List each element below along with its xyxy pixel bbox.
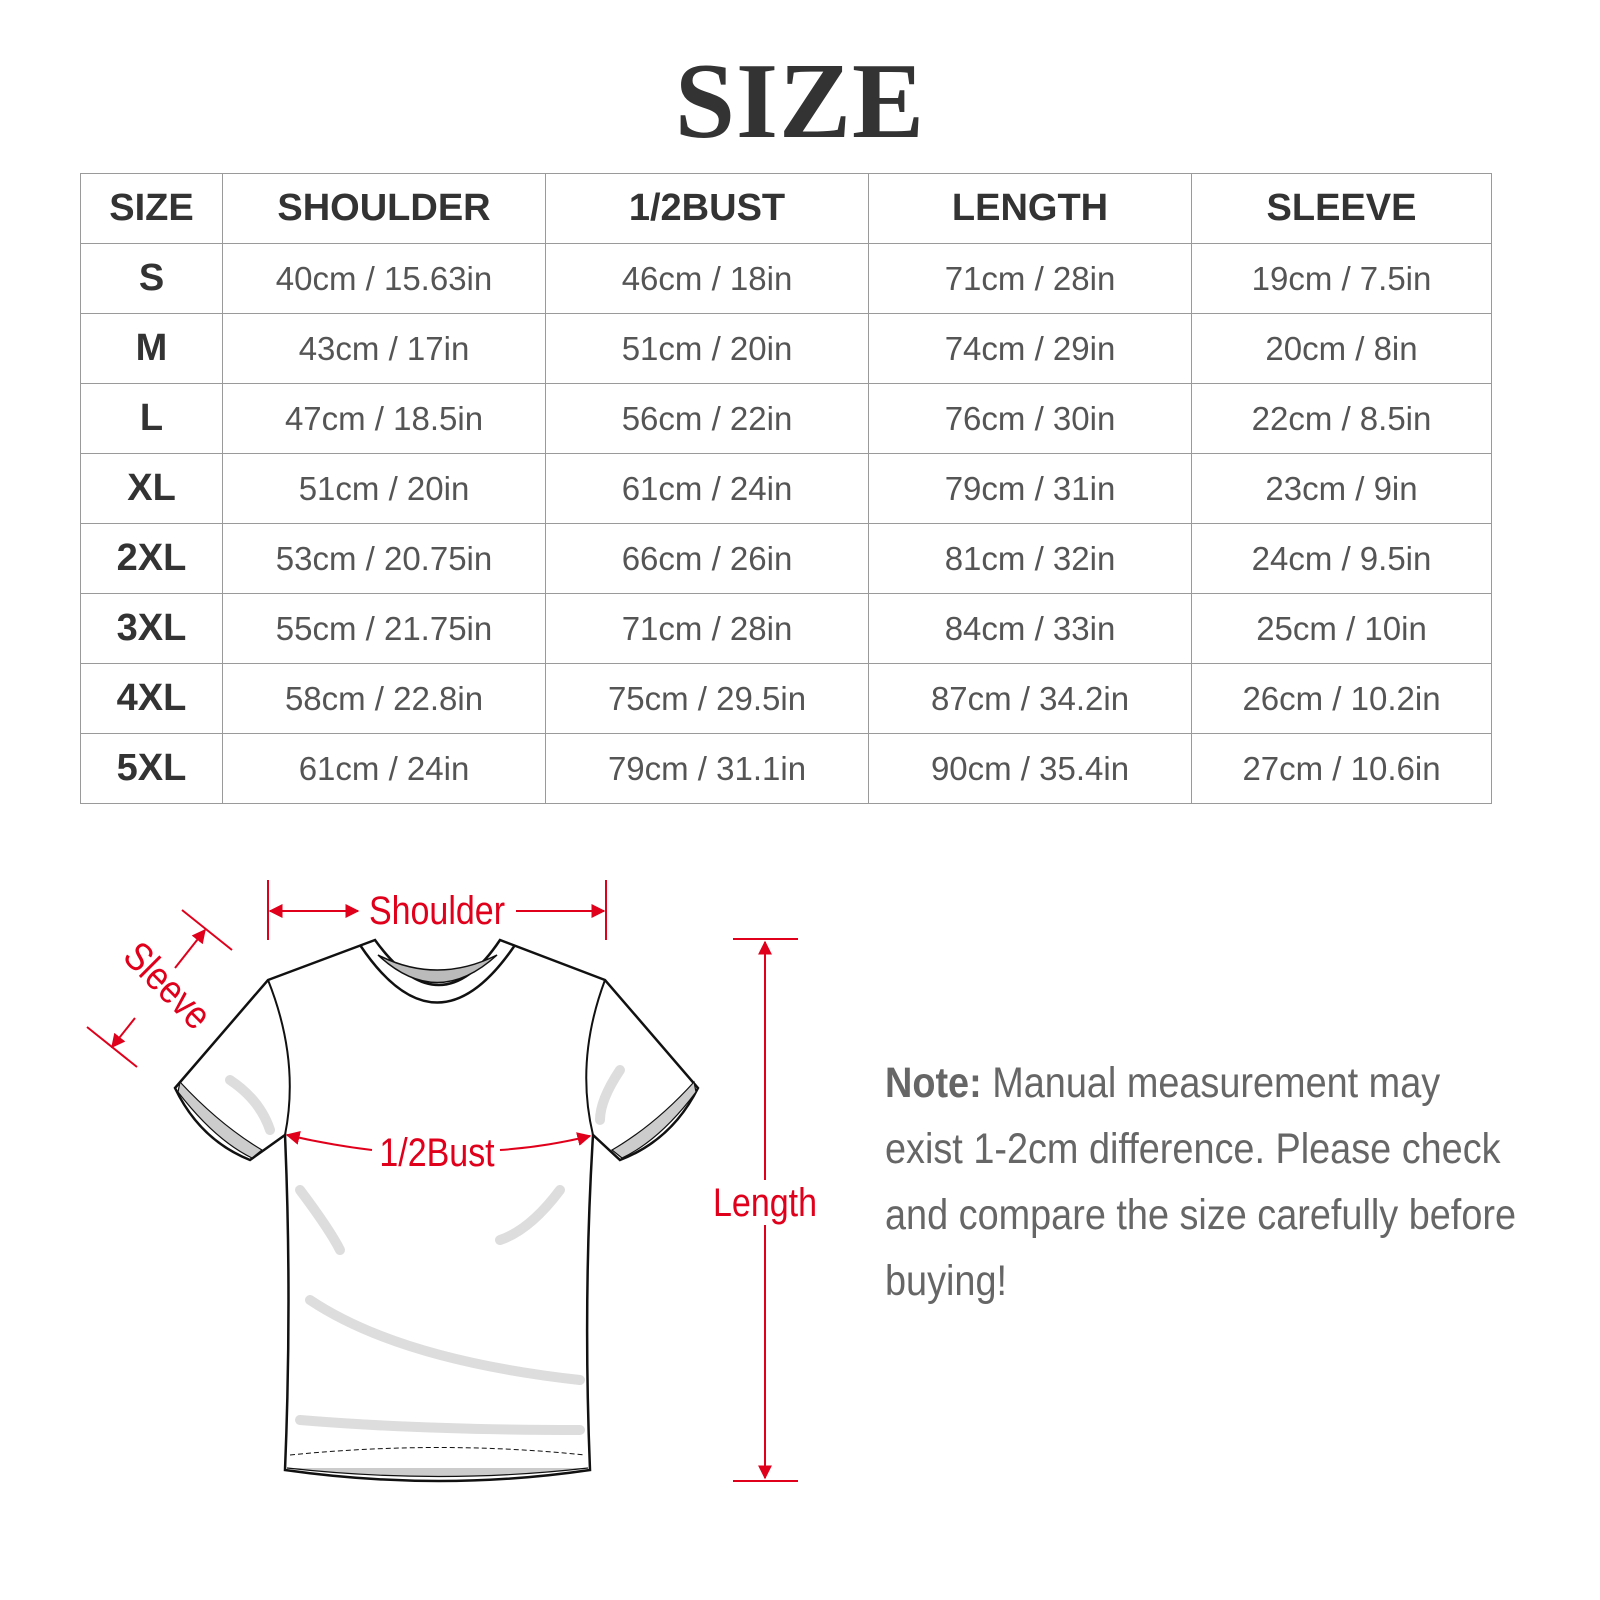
measurement-cell: 23cm / 9in (1191, 453, 1492, 524)
table-row: S 40cm / 15.63in 46cm / 18in 71cm / 28in 19c… (80, 243, 1492, 314)
measurement-cell: 20cm / 8in (1191, 313, 1492, 384)
measurement-cell: 61cm / 24in (222, 733, 546, 804)
measurement-cell: 81cm / 32in (868, 523, 1192, 594)
length-label: Length (713, 1179, 817, 1224)
bust-label: 1/2Bust (379, 1129, 495, 1174)
measurement-cell: 74cm / 29in (868, 313, 1192, 384)
size-cell: 4XL (80, 663, 223, 734)
measurement-cell: 51cm / 20in (222, 453, 546, 524)
measurement-cell: 61cm / 24in (545, 453, 869, 524)
measurement-cell: 71cm / 28in (868, 243, 1192, 314)
measurement-cell: 25cm / 10in (1191, 593, 1492, 664)
table-row: M 43cm / 17in 51cm / 20in 74cm / 29in 20cm /… (80, 313, 1492, 384)
measurement-cell: 58cm / 22.8in (222, 663, 546, 734)
measure-annotations (86, 880, 798, 1482)
table-row: 3XL 55cm / 21.75in 71cm / 28in 84cm / 33in 2… (80, 593, 1492, 664)
measurement-cell: 47cm / 18.5in (222, 383, 546, 454)
measurement-cell: 87cm / 34.2in (868, 663, 1192, 734)
note-label: Note: (885, 1059, 982, 1107)
size-cell: 5XL (80, 733, 223, 804)
shoulder-label: Shoulder (369, 887, 505, 932)
measurement-cell: 71cm / 28in (545, 593, 869, 664)
size-table: SIZE SHOULDER 1/2BUST LENGTH SLEEVE S 40cm / … (80, 173, 1492, 804)
size-cell: 2XL (80, 523, 223, 594)
page-title: SIZE (674, 42, 926, 161)
measurement-cell: 43cm / 17in (222, 313, 546, 384)
measurement-cell: 46cm / 18in (545, 243, 869, 314)
table-row: 2XL 53cm / 20.75in 66cm / 26in 81cm / 32in 2… (80, 523, 1492, 594)
measurement-cell: 19cm / 7.5in (1191, 243, 1492, 314)
measurement-cell: 76cm / 30in (868, 383, 1192, 454)
tshirt-illustration (173, 938, 700, 1483)
measurement-cell: 24cm / 9.5in (1191, 523, 1492, 594)
measurement-cell: 53cm / 20.75in (222, 523, 546, 594)
size-cell: M (80, 313, 223, 384)
measurement-cell: 22cm / 8.5in (1191, 383, 1492, 454)
table-row: L 47cm / 18.5in 56cm / 22in 76cm / 30in 22cm… (80, 383, 1492, 454)
note-body: Manual measurement may exist 1-2cm diffe… (885, 1059, 1517, 1305)
column-header: SIZE (80, 173, 223, 244)
measurement-cell: 55cm / 21.75in (222, 593, 546, 664)
measurement-cell: 90cm / 35.4in (868, 733, 1192, 804)
measurement-cell: 84cm / 33in (868, 593, 1192, 664)
column-header: LENGTH (868, 173, 1192, 244)
table-row: 5XL 61cm / 24in 79cm / 31.1in 90cm / 35.4in… (80, 733, 1492, 804)
table-row: XL 51cm / 20in 61cm / 24in 79cm / 31in 23cm … (80, 453, 1492, 524)
tshirt-diagram: Shoulder Length 1/2Bust Sleeve (86, 880, 817, 1483)
measurement-cell: 56cm / 22in (545, 383, 869, 454)
measurement-cell: 40cm / 15.63in (222, 243, 546, 314)
note-text: Note: Manual measurement may exist 1-2cm… (885, 1050, 1519, 1314)
size-cell: XL (80, 453, 223, 524)
measurement-cell: 51cm / 20in (545, 313, 869, 384)
measurement-cell: 66cm / 26in (545, 523, 869, 594)
column-header: SHOULDER (222, 173, 546, 244)
size-cell: S (80, 243, 223, 314)
measurement-cell: 26cm / 10.2in (1191, 663, 1492, 734)
column-header: SLEEVE (1191, 173, 1492, 244)
measurement-cell: 27cm / 10.6in (1191, 733, 1492, 804)
table-row: 4XL 58cm / 22.8in 75cm / 29.5in 87cm / 34.2… (80, 663, 1492, 734)
size-cell: L (80, 383, 223, 454)
measurement-cell: 79cm / 31in (868, 453, 1192, 524)
size-cell: 3XL (80, 593, 223, 664)
measurement-cell: 79cm / 31.1in (545, 733, 869, 804)
table-header-row: SIZE SHOULDER 1/2BUST LENGTH SLEEVE (80, 173, 1492, 244)
column-header: 1/2BUST (545, 173, 869, 244)
measurement-cell: 75cm / 29.5in (545, 663, 869, 734)
